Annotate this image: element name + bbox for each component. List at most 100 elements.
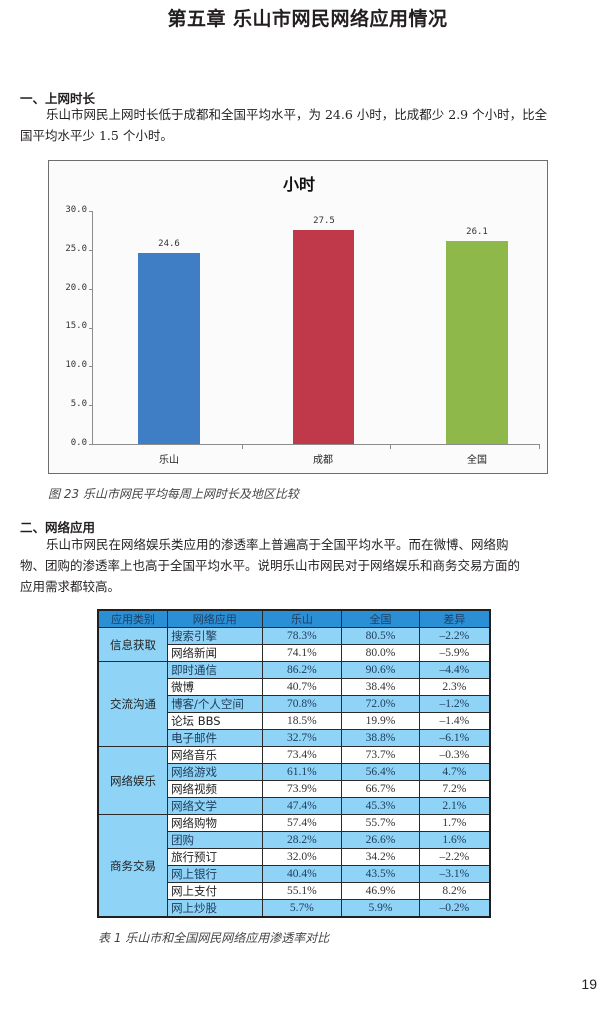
leshan-cell: 40.7%	[261, 678, 343, 696]
x-tick-mark	[539, 445, 540, 449]
category-cell: 信息获取	[97, 627, 169, 662]
paragraph-line: 乐山市网民上网时长低于成都和全国平均水平，为 24.6 小时，比成都少 2.9 …	[46, 107, 548, 122]
leshan-cell: 55.1%	[261, 882, 343, 900]
x-tick-mark	[390, 445, 391, 449]
section-heading-network-apps: 二、网络应用	[20, 520, 96, 535]
national-cell: 73.7%	[341, 746, 420, 764]
diff-cell: –1.4%	[418, 712, 491, 730]
chapter-title: 第五章 乐山市网民网络应用情况	[167, 8, 448, 30]
app-cell: 旅行预订	[167, 848, 263, 866]
y-tick-mark	[89, 211, 92, 212]
section1-paragraph: 乐山市网民上网时长低于成都和全国平均水平，为 24.6 小时，比成都少 2.9 …	[20, 104, 598, 146]
category-cell: 商务交易	[97, 814, 169, 918]
diff-cell: –0.3%	[418, 746, 491, 764]
penetration-rate-table: 应用类别 网络应用 乐山 全国 差异 信息获取 搜索引擎 78.3% 80.5%…	[97, 609, 491, 918]
app-cell: 网络新闻	[167, 644, 263, 662]
national-cell: 72.0%	[341, 695, 420, 713]
app-cell: 网上炒股	[167, 899, 263, 918]
diff-cell: –2.2%	[418, 848, 491, 866]
app-cell: 论坛 BBS	[167, 712, 263, 730]
national-cell: 5.9%	[341, 899, 420, 918]
y-axis	[92, 211, 93, 445]
leshan-cell: 86.2%	[261, 661, 343, 679]
app-cell: 团购	[167, 831, 263, 849]
column-header-leshan: 乐山	[261, 609, 343, 628]
national-cell: 55.7%	[341, 814, 420, 832]
column-header-application: 网络应用	[167, 609, 263, 628]
leshan-cell: 32.7%	[261, 729, 343, 747]
table-row: 微博 40.7% 38.4% 2.3%	[98, 678, 491, 696]
app-cell: 网络文学	[167, 797, 263, 815]
diff-cell: 4.7%	[418, 763, 491, 781]
y-tick-mark	[89, 328, 92, 329]
leshan-cell: 18.5%	[261, 712, 343, 730]
x-category-label: 成都	[313, 455, 333, 466]
app-cell: 网络音乐	[167, 746, 263, 764]
leshan-cell: 32.0%	[261, 848, 343, 866]
leshan-cell: 70.8%	[261, 695, 343, 713]
leshan-cell: 57.4%	[261, 814, 343, 832]
app-cell: 网络游戏	[167, 763, 263, 781]
app-cell: 网上支付	[167, 882, 263, 900]
table-row: 商务交易 网络购物 57.4% 55.7% 1.7%	[97, 814, 491, 918]
diff-cell: 8.2%	[418, 882, 491, 900]
national-cell: 38.4%	[341, 678, 420, 696]
app-cell: 微博	[167, 678, 263, 696]
chart-title: 小时	[282, 175, 315, 194]
diff-cell: –0.2%	[418, 899, 491, 918]
section-heading-online-time: 一、上网时长	[20, 91, 96, 106]
app-cell: 即时通信	[167, 661, 263, 679]
national-cell: 66.7%	[341, 780, 420, 798]
paragraph-line: 国平均水平少 1.5 个小时。	[20, 128, 173, 143]
national-cell: 43.5%	[341, 865, 420, 883]
column-header-difference: 差异	[418, 609, 491, 628]
national-cell: 46.9%	[341, 882, 420, 900]
table-row: 旅行预订 32.0% 34.2% –2.2%	[98, 848, 491, 866]
bar-national	[446, 241, 508, 444]
app-cell: 网络视频	[167, 780, 263, 798]
national-cell: 45.3%	[341, 797, 420, 815]
y-tick-label: 30.0	[65, 205, 87, 215]
table-row: 博客/个人空间 70.8% 72.0% –1.2%	[98, 695, 491, 713]
app-cell: 博客/个人空间	[167, 695, 263, 713]
diff-cell: 1.7%	[418, 814, 491, 832]
table-row: 网上炒股 5.7% 5.9% –0.2%	[98, 899, 491, 918]
table-row: 网上支付 55.1% 46.9% 8.2%	[98, 882, 491, 900]
app-cell: 网络购物	[167, 814, 263, 832]
national-cell: 80.0%	[341, 644, 420, 662]
leshan-cell: 73.9%	[261, 780, 343, 798]
bar-chengdu	[293, 230, 354, 444]
table-row: 交流沟通 即时通信 86.2% 90.6% –4.4%	[97, 661, 491, 747]
x-tick-mark	[242, 445, 243, 449]
y-tick-label: 10.0	[65, 360, 87, 370]
national-cell: 26.6%	[341, 831, 420, 849]
paragraph-line: 物、团购的渗透率上也高于全国平均水平。说明乐山市网民对于网络娱乐和商务交易方面的	[20, 558, 521, 573]
y-tick-mark	[89, 366, 92, 367]
table-header-row: 应用类别 网络应用 乐山 全国 差异	[97, 609, 491, 628]
category-cell: 网络娱乐	[97, 746, 169, 815]
national-cell: 80.5%	[341, 627, 420, 645]
diff-cell: 1.6%	[418, 831, 491, 849]
x-category-label: 全国	[467, 455, 487, 466]
leshan-cell: 47.4%	[261, 797, 343, 815]
paragraph-line: 应用需求都较高。	[20, 579, 121, 594]
app-cell: 搜索引擎	[167, 627, 263, 645]
national-cell: 38.8%	[341, 729, 420, 747]
diff-cell: –3.1%	[418, 865, 491, 883]
national-cell: 56.4%	[341, 763, 420, 781]
bar-chart: 小时 30.0 25.0 20.0 15.0 10.0 5.0 0.0 24.6…	[48, 160, 548, 474]
leshan-cell: 73.4%	[261, 746, 343, 764]
diff-cell: –2.2%	[418, 627, 491, 645]
app-cell: 网上银行	[167, 865, 263, 883]
y-tick-mark	[89, 444, 92, 445]
leshan-cell: 5.7%	[261, 899, 343, 918]
national-cell: 34.2%	[341, 848, 420, 866]
table-caption: 表 1 乐山市和全国网民网络应用渗透率对比	[98, 931, 330, 945]
y-tick-mark	[89, 250, 92, 251]
table-row: 电子邮件 32.7% 38.8% –6.1%	[98, 729, 491, 747]
bar-value-label: 26.1	[466, 227, 488, 237]
table-row: 网络文学 47.4% 45.3% 2.1%	[98, 797, 491, 815]
y-tick-label: 5.0	[70, 399, 87, 409]
column-header-national: 全国	[341, 609, 420, 628]
table-row: 论坛 BBS 18.5% 19.9% –1.4%	[98, 712, 491, 730]
